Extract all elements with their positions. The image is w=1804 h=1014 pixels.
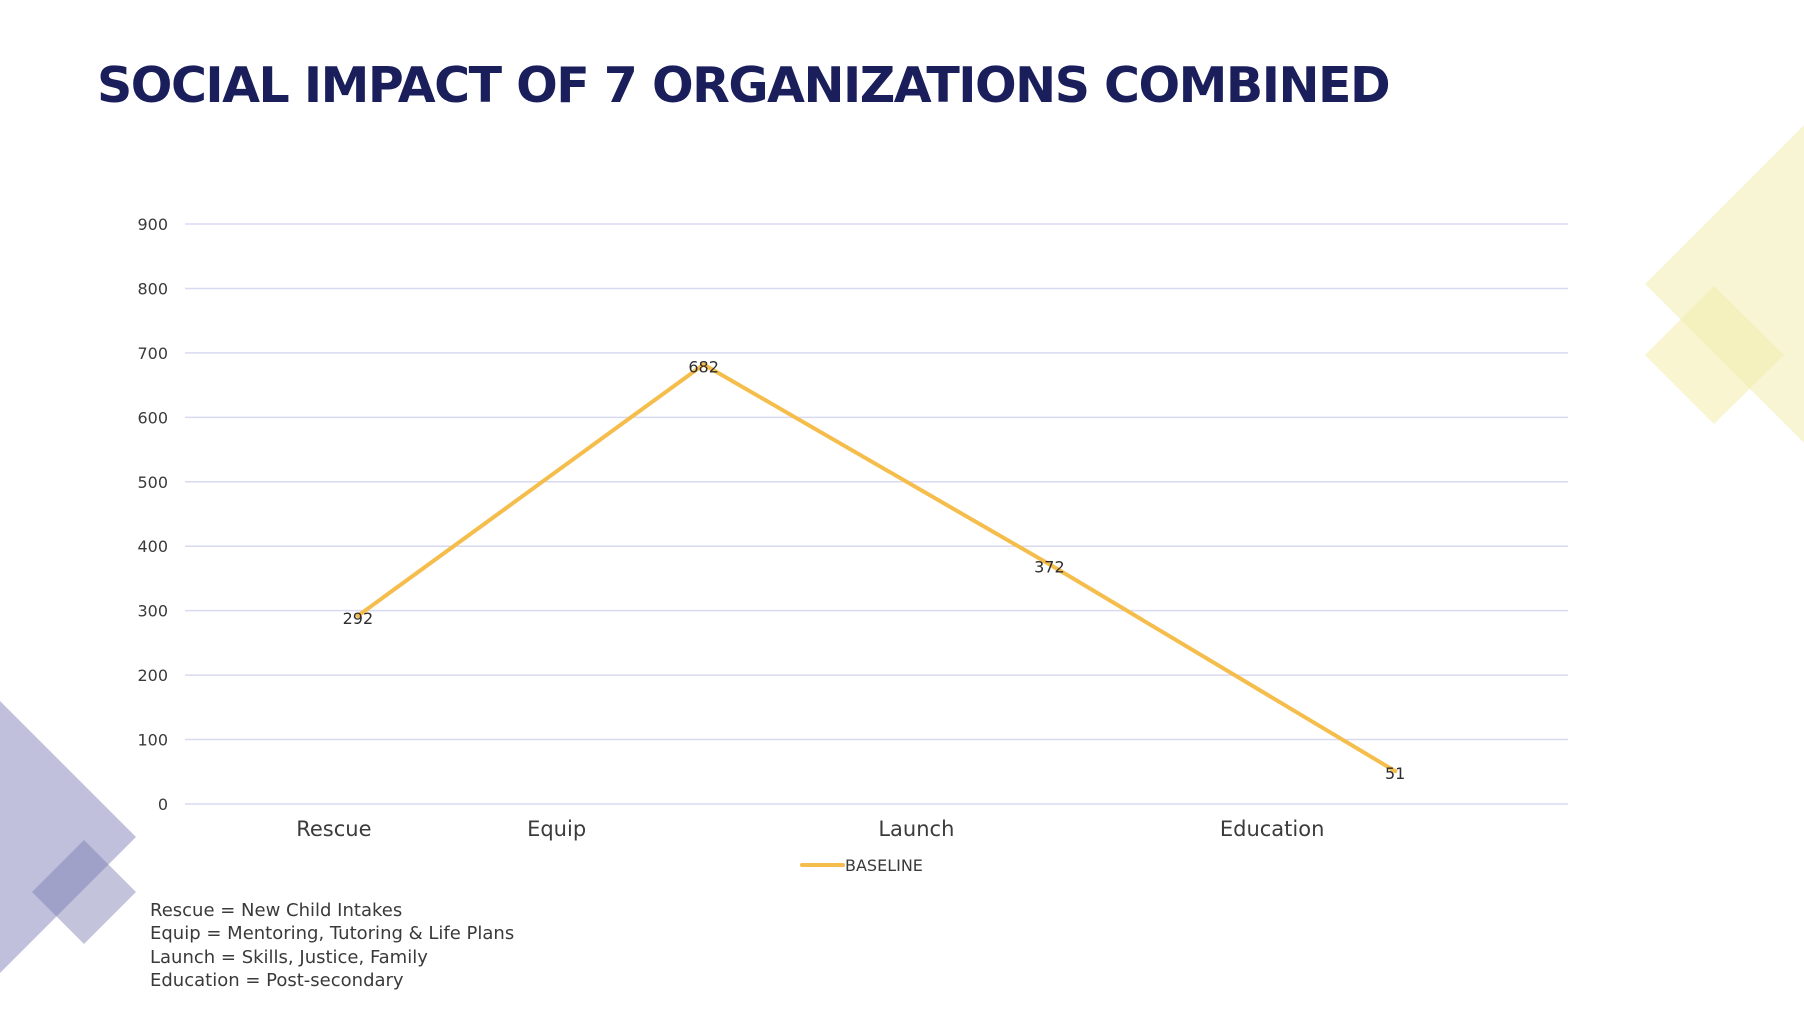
y-tick-label: 300 [137,602,168,621]
data-label-launch: 372 [1034,557,1065,576]
data-point-launch [1047,562,1052,567]
data-labels: 292 682 372 51 [343,357,1406,783]
x-tick-label-launch: Launch [878,817,954,841]
data-label-rescue: 292 [343,609,374,628]
data-point-rescue [355,613,360,618]
y-tick-label: 900 [137,215,168,234]
category-notes: Rescue = New Child Intakes Equip = Mento… [150,899,514,992]
legend-label-baseline: BASELINE [845,856,923,875]
note-rescue: Rescue = New Child Intakes [150,900,403,921]
y-tick-label: 600 [137,408,168,427]
data-label-education: 51 [1385,764,1405,783]
series-baseline [355,362,1398,774]
note-equip: Equip = Mentoring, Tutoring & Life Plans [150,923,515,945]
data-point-education [1393,769,1398,774]
x-axis-ticks: Rescue Equip Launch Education [296,817,1324,841]
data-label-equip: 682 [688,357,719,376]
y-tick-label: 700 [137,344,168,363]
gridlines [185,223,1568,805]
y-tick-label: 100 [137,731,168,750]
page-title: SOCIAL IMPACT OF 7 ORGANIZATIONS COMBINE… [97,57,1391,114]
data-point-equip [701,362,706,367]
series-line-baseline [355,362,1398,774]
x-tick-label-equip: Equip [527,817,586,841]
y-tick-label: 500 [137,473,168,492]
y-tick-label: 800 [137,279,168,298]
y-tick-label: 0 [158,795,168,814]
y-tick-label: 200 [137,666,168,685]
y-tick-label: 400 [137,537,168,556]
note-launch: Launch = Skills, Justice, Family [150,946,428,968]
y-axis-ticks: 0 100 200 300 400 500 600 700 800 900 [137,215,168,814]
x-tick-label-rescue: Rescue [296,817,371,841]
x-tick-label-education: Education [1220,817,1325,841]
legend: BASELINE [800,856,923,875]
note-education: Education = Post-secondary [150,969,404,991]
